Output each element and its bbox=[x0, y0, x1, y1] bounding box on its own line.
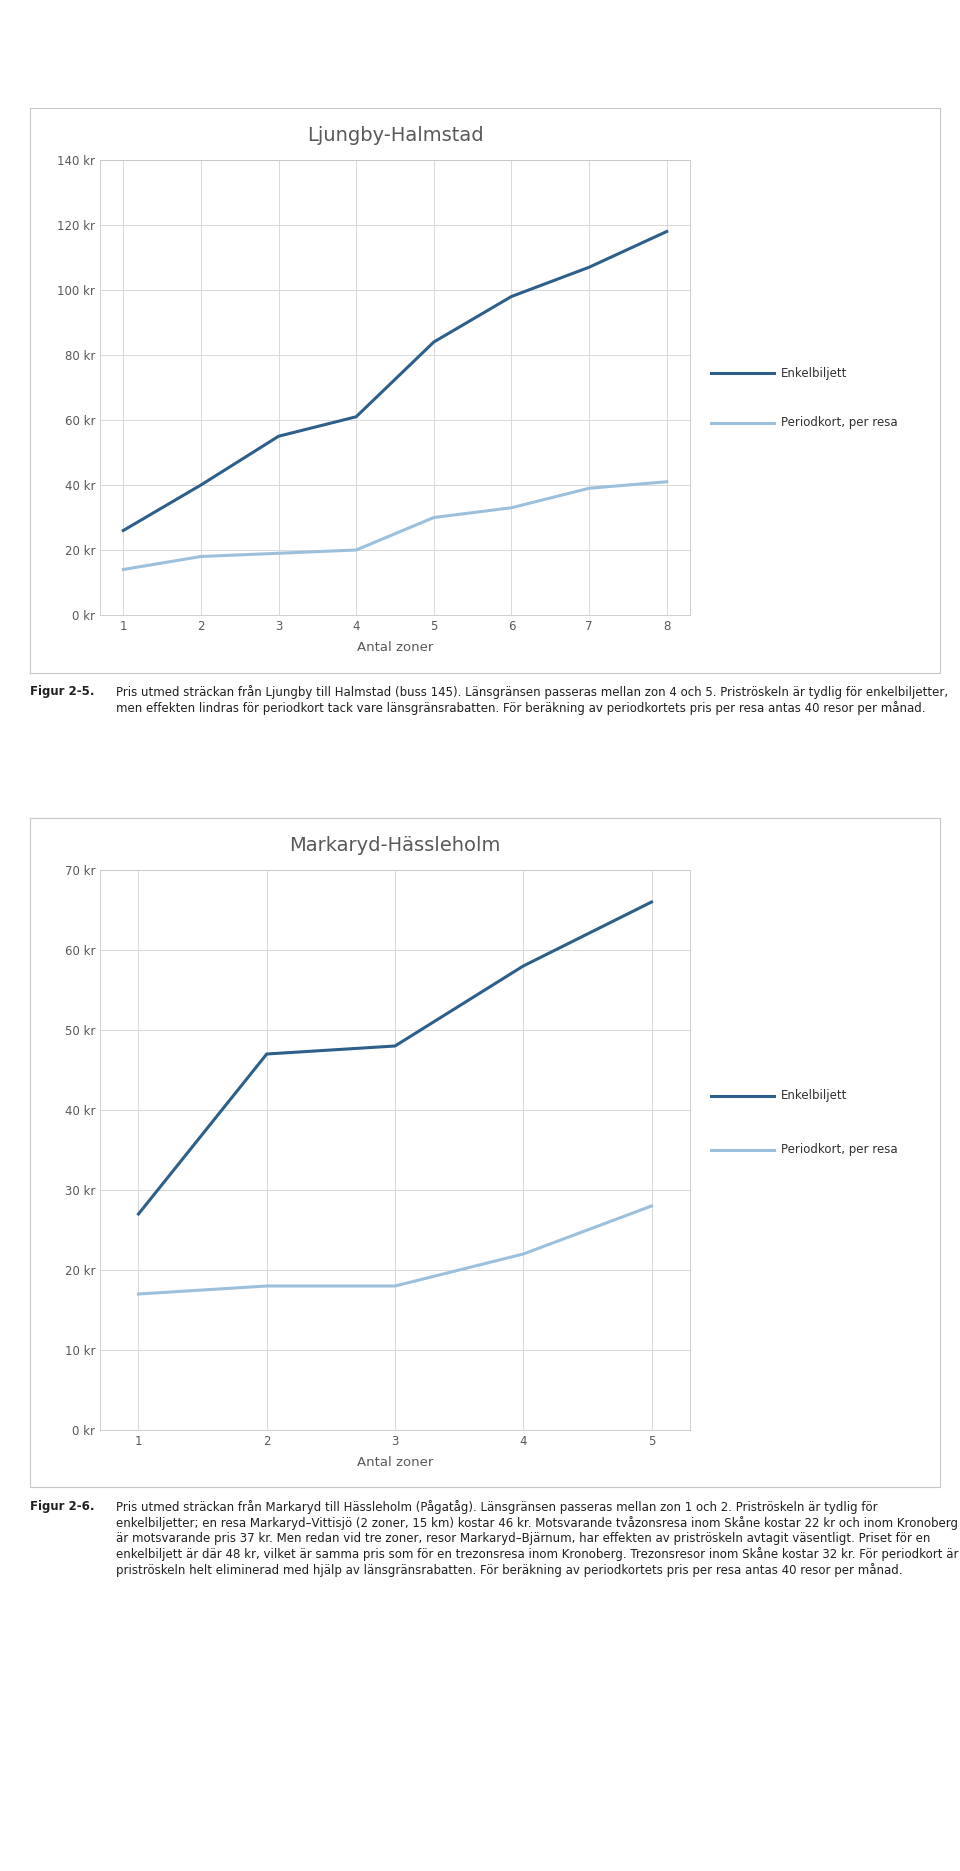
X-axis label: Antal zoner: Antal zoner bbox=[357, 642, 433, 655]
Text: Enkelbiljett: Enkelbiljett bbox=[781, 1089, 848, 1102]
Text: Figur 2-5.: Figur 2-5. bbox=[30, 685, 94, 698]
Text: Figur 2-6.: Figur 2-6. bbox=[30, 1501, 94, 1514]
Title: Ljungby-Halmstad: Ljungby-Halmstad bbox=[306, 125, 483, 144]
Title: Markaryd-Hässleholm: Markaryd-Hässleholm bbox=[289, 836, 501, 855]
Text: Periodkort, per resa: Periodkort, per resa bbox=[781, 1143, 898, 1156]
Text: Pris utmed sträckan från Markaryd till Hässleholm (Pågatåg). Länsgränsen passera: Pris utmed sträckan från Markaryd till H… bbox=[115, 1501, 958, 1577]
Text: Enkelbiljett: Enkelbiljett bbox=[781, 367, 848, 380]
Text: Pris utmed sträckan från Ljungby till Halmstad (buss 145). Länsgränsen passeras : Pris utmed sträckan från Ljungby till Ha… bbox=[115, 685, 948, 715]
X-axis label: Antal zoner: Antal zoner bbox=[357, 1456, 433, 1469]
Text: Periodkort, per resa: Periodkort, per resa bbox=[781, 415, 898, 428]
